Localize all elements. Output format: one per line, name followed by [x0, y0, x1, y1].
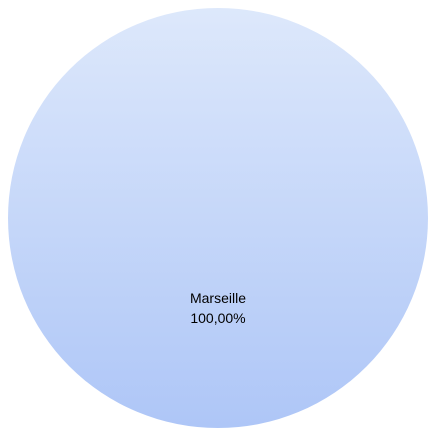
slice-percent-label: 100,00%: [190, 310, 245, 326]
pie-slice-marseille: [8, 8, 428, 428]
slice-category-label: Marseille: [190, 290, 246, 306]
